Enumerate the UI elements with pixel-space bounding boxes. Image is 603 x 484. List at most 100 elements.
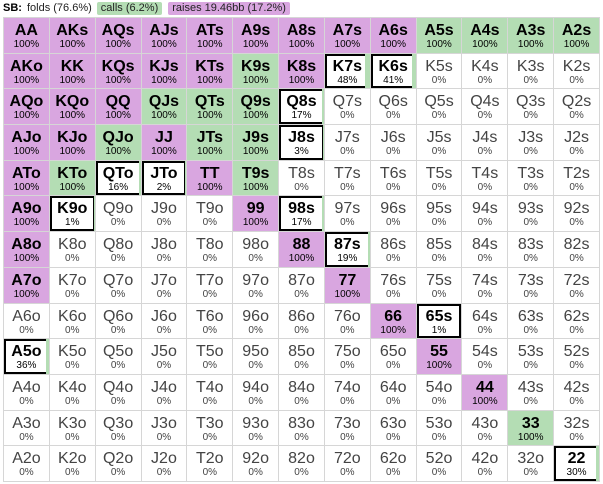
hand-cell-q3o[interactable]: Q3o 0%	[95, 410, 141, 446]
hand-cell-kjs[interactable]: KJs 100%	[141, 53, 187, 89]
hand-cell-43o[interactable]: 43o 0%	[462, 410, 508, 446]
hand-cell-t8o[interactable]: T8o 0%	[187, 232, 233, 267]
hand-cell-88[interactable]: 88 100%	[279, 232, 324, 267]
hand-cell-97o[interactable]: 97o 0%	[233, 267, 279, 303]
hand-cell-tt[interactable]: TT 100%	[187, 160, 233, 196]
hand-cell-ajo[interactable]: AJo 100%	[4, 125, 49, 160]
hand-cell-98s[interactable]: 98s 17%	[279, 196, 324, 232]
hand-cell-k2s[interactable]: K2s 0%	[554, 53, 599, 89]
hand-cell-94o[interactable]: 94o 0%	[233, 374, 279, 410]
hand-cell-k3o[interactable]: K3o 0%	[49, 410, 95, 446]
hand-cell-98o[interactable]: 98o 0%	[233, 232, 279, 267]
hand-cell-t6s[interactable]: T6s 0%	[370, 160, 416, 196]
hand-cell-q8s[interactable]: Q8s 17%	[279, 89, 324, 125]
hand-cell-62s[interactable]: 62s 0%	[554, 303, 599, 339]
hand-cell-a9o[interactable]: A9o 100%	[4, 196, 49, 232]
hand-cell-j6s[interactable]: J6s 0%	[370, 125, 416, 160]
hand-cell-q5o[interactable]: Q5o 0%	[95, 339, 141, 374]
hand-cell-kk[interactable]: KK 100%	[49, 53, 95, 89]
hand-cell-qto[interactable]: QTo 16%	[95, 160, 141, 196]
hand-cell-a9s[interactable]: A9s 100%	[233, 18, 279, 53]
hand-cell-86o[interactable]: 86o 0%	[279, 303, 324, 339]
hand-cell-q2o[interactable]: Q2o 0%	[95, 446, 141, 481]
hand-cell-72s[interactable]: 72s 0%	[554, 267, 599, 303]
hand-cell-33[interactable]: 33 100%	[508, 410, 554, 446]
hand-cell-a7s[interactable]: A7s 100%	[324, 18, 370, 53]
hand-cell-44[interactable]: 44 100%	[462, 374, 508, 410]
hand-cell-a6o[interactable]: A6o 0%	[4, 303, 49, 339]
hand-cell-aa[interactable]: AA 100%	[4, 18, 49, 53]
hand-cell-t5o[interactable]: T5o 0%	[187, 339, 233, 374]
hand-cell-77[interactable]: 77 100%	[324, 267, 370, 303]
hand-cell-73o[interactable]: 73o 0%	[324, 410, 370, 446]
hand-cell-64o[interactable]: 64o 0%	[370, 374, 416, 410]
hand-cell-64s[interactable]: 64s 0%	[462, 303, 508, 339]
hand-cell-73s[interactable]: 73s 0%	[508, 267, 554, 303]
hand-cell-95s[interactable]: 95s 0%	[416, 196, 462, 232]
hand-cell-65o[interactable]: 65o 0%	[370, 339, 416, 374]
hand-cell-q7s[interactable]: Q7s 0%	[324, 89, 370, 125]
hand-cell-t3s[interactable]: T3s 0%	[508, 160, 554, 196]
hand-cell-qq[interactable]: QQ 100%	[95, 89, 141, 125]
hand-cell-jts[interactable]: JTs 100%	[187, 125, 233, 160]
hand-cell-72o[interactable]: 72o 0%	[324, 446, 370, 481]
hand-cell-76o[interactable]: 76o 0%	[324, 303, 370, 339]
hand-cell-t9s[interactable]: T9s 100%	[233, 160, 279, 196]
hand-cell-99[interactable]: 99 100%	[233, 196, 279, 232]
hand-cell-93s[interactable]: 93s 0%	[508, 196, 554, 232]
hand-cell-86s[interactable]: 86s 0%	[370, 232, 416, 267]
hand-cell-jj[interactable]: JJ 100%	[141, 125, 187, 160]
hand-cell-43s[interactable]: 43s 0%	[508, 374, 554, 410]
hand-cell-j9s[interactable]: J9s 100%	[233, 125, 279, 160]
hand-cell-82s[interactable]: 82s 0%	[554, 232, 599, 267]
hand-cell-t7s[interactable]: T7s 0%	[324, 160, 370, 196]
hand-cell-j8s[interactable]: J8s 3%	[279, 125, 324, 160]
hand-cell-87o[interactable]: 87o 0%	[279, 267, 324, 303]
hand-cell-j2s[interactable]: J2s 0%	[554, 125, 599, 160]
hand-cell-j2o[interactable]: J2o 0%	[141, 446, 187, 481]
hand-cell-a2o[interactable]: A2o 0%	[4, 446, 49, 481]
hand-cell-93o[interactable]: 93o 0%	[233, 410, 279, 446]
hand-cell-32s[interactable]: 32s 0%	[554, 410, 599, 446]
hand-cell-83s[interactable]: 83s 0%	[508, 232, 554, 267]
hand-cell-q5s[interactable]: Q5s 0%	[416, 89, 462, 125]
hand-cell-k7s[interactable]: K7s 48%	[324, 53, 370, 89]
hand-cell-t7o[interactable]: T7o 0%	[187, 267, 233, 303]
hand-cell-k5s[interactable]: K5s 0%	[416, 53, 462, 89]
hand-cell-22[interactable]: 22 30%	[554, 446, 599, 481]
hand-cell-54s[interactable]: 54s 0%	[462, 339, 508, 374]
hand-cell-j6o[interactable]: J6o 0%	[141, 303, 187, 339]
hand-cell-t2o[interactable]: T2o 0%	[187, 446, 233, 481]
hand-cell-q4s[interactable]: Q4s 0%	[462, 89, 508, 125]
hand-cell-62o[interactable]: 62o 0%	[370, 446, 416, 481]
hand-cell-84o[interactable]: 84o 0%	[279, 374, 324, 410]
hand-cell-qts[interactable]: QTs 100%	[187, 89, 233, 125]
hand-cell-96o[interactable]: 96o 0%	[233, 303, 279, 339]
hand-cell-a5o[interactable]: A5o 36%	[4, 339, 49, 374]
hand-cell-kqo[interactable]: KQo 100%	[49, 89, 95, 125]
hand-cell-74o[interactable]: 74o 0%	[324, 374, 370, 410]
hand-cell-aks[interactable]: AKs 100%	[49, 18, 95, 53]
hand-cell-j7s[interactable]: J7s 0%	[324, 125, 370, 160]
hand-cell-j4o[interactable]: J4o 0%	[141, 374, 187, 410]
hand-cell-87s[interactable]: 87s 19%	[324, 232, 370, 267]
hand-cell-a3s[interactable]: A3s 100%	[508, 18, 554, 53]
hand-cell-65s[interactable]: 65s 1%	[416, 303, 462, 339]
hand-cell-82o[interactable]: 82o 0%	[279, 446, 324, 481]
hand-cell-75o[interactable]: 75o 0%	[324, 339, 370, 374]
hand-cell-53o[interactable]: 53o 0%	[416, 410, 462, 446]
hand-cell-j8o[interactable]: J8o 0%	[141, 232, 187, 267]
hand-cell-76s[interactable]: 76s 0%	[370, 267, 416, 303]
hand-cell-63s[interactable]: 63s 0%	[508, 303, 554, 339]
hand-cell-53s[interactable]: 53s 0%	[508, 339, 554, 374]
hand-cell-94s[interactable]: 94s 0%	[462, 196, 508, 232]
hand-cell-75s[interactable]: 75s 0%	[416, 267, 462, 303]
hand-cell-a4o[interactable]: A4o 0%	[4, 374, 49, 410]
hand-cell-ajs[interactable]: AJs 100%	[141, 18, 187, 53]
hand-cell-aqo[interactable]: AQo 100%	[4, 89, 49, 125]
hand-cell-q9s[interactable]: Q9s 100%	[233, 89, 279, 125]
hand-cell-k2o[interactable]: K2o 0%	[49, 446, 95, 481]
hand-cell-k9o[interactable]: K9o 1%	[49, 196, 95, 232]
hand-cell-q2s[interactable]: Q2s 0%	[554, 89, 599, 125]
hand-cell-66[interactable]: 66 100%	[370, 303, 416, 339]
